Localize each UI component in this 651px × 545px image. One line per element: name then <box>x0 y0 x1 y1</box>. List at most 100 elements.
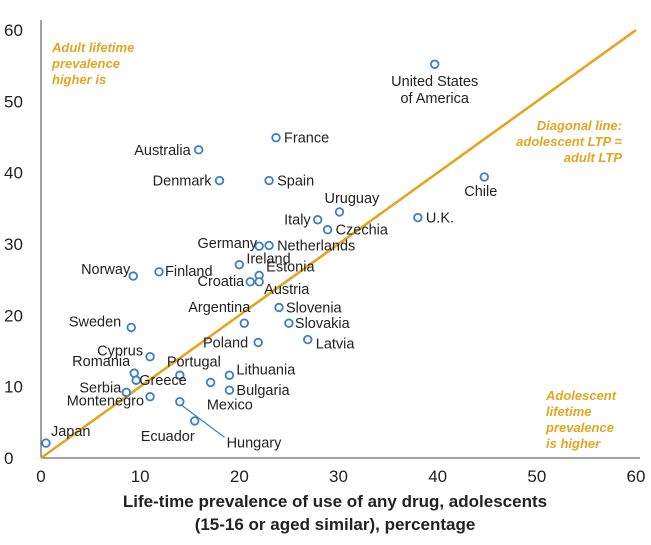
annotation-diagonal-line: adolescent LTP = <box>516 134 622 149</box>
point-argentina <box>239 318 249 328</box>
point-finland <box>154 267 164 277</box>
label-japan: Japan <box>51 424 91 440</box>
x-tick-label: 10 <box>131 467 150 486</box>
point-italy <box>312 215 323 225</box>
point-austria <box>254 277 264 287</box>
point-united-states-of-america <box>429 59 440 69</box>
point-hungary <box>205 377 216 388</box>
point-bulgaria <box>224 385 235 395</box>
x-tick-label: 50 <box>527 467 546 486</box>
annotation-diagonal-line: adult LTP <box>564 150 623 165</box>
annotations: Adult lifetime prevalence higher isDiagona… <box>51 40 622 451</box>
label-ireland: Ireland <box>246 252 290 268</box>
x-tick-label: 60 <box>627 467 646 486</box>
point-croatia <box>245 277 255 287</box>
label-portugal: Portugal <box>167 354 221 370</box>
label-argentina: Argentina <box>188 300 251 316</box>
label-united-states-of-america: United States of America <box>391 74 478 107</box>
label-germany: Germany <box>198 236 258 252</box>
label-austria: Austria <box>264 282 310 298</box>
point-spain <box>264 175 274 186</box>
label-poland: Poland <box>203 335 248 351</box>
annotation-diagonal-line: Diagonal line: <box>537 118 622 133</box>
point-france <box>271 133 281 143</box>
label-croatia: Croatia <box>197 274 245 290</box>
label-italy: Italy <box>284 213 311 229</box>
point-slovakia <box>284 318 294 328</box>
x-axis-label-line: (15-16 or aged similar), percentage <box>195 515 476 534</box>
point-uruguay <box>334 207 345 217</box>
x-axis-label: Life-time prevalence of use of any drug,… <box>123 492 547 534</box>
point-poland <box>253 337 263 348</box>
x-tick-label: 40 <box>428 467 447 486</box>
annotation-adolescent-higher-line: lifetime <box>546 404 592 419</box>
label-slovakia: Slovakia <box>295 316 351 332</box>
point-norway <box>128 271 138 281</box>
label-france: France <box>284 131 329 147</box>
label-australia: Australia <box>134 143 191 159</box>
x-tick-label: 20 <box>230 467 249 486</box>
x-axis-label-line: Life-time prevalence of use of any drug,… <box>123 492 547 511</box>
annotation-adolescent-higher-line: is higher <box>546 436 601 451</box>
y-tick-label: 50 <box>4 92 23 111</box>
annotation-adult-higher-line: Adult lifetime <box>51 40 134 55</box>
annotation-adolescent-higher-line: prevalence <box>545 420 614 435</box>
point-ecuador <box>190 416 200 426</box>
point-cyprus <box>145 352 155 362</box>
point-japan <box>41 438 51 448</box>
label-serbia: Serbia <box>79 380 122 396</box>
y-tick-label: 10 <box>4 378 23 397</box>
label-u-k: U.K. <box>426 211 454 227</box>
point-lithuania <box>224 370 235 380</box>
y-tick-label: 30 <box>4 235 23 254</box>
label-spain: Spain <box>277 174 314 190</box>
point-serbia <box>121 387 131 398</box>
label-estonia: Estonia <box>266 259 315 275</box>
axes: 0 10 20 30 40 50 60 0 10 20 30 40 50 60 <box>4 20 645 486</box>
label-greece: Greece <box>139 373 187 389</box>
label-mexico: Mexico <box>207 398 253 414</box>
point-ireland <box>234 259 245 270</box>
annotation-adolescent-higher-line: Adolescent <box>545 388 617 403</box>
annotation-adult-higher: Adult lifetime prevalence higher is <box>51 40 134 87</box>
label-ecuador: Ecuador <box>141 429 195 445</box>
annotation-diagonal: Diagonal line: adolescent LTP = adult LTP <box>516 118 622 165</box>
label-lithuania: Lithuania <box>236 362 296 378</box>
y-tick-label: 40 <box>4 164 23 183</box>
point-sweden <box>126 322 136 333</box>
label-hungary: Hungary <box>227 435 283 451</box>
point-czechia <box>322 225 333 235</box>
point-netherlands <box>264 240 274 251</box>
point-mexico <box>175 396 185 407</box>
y-tick-label: 0 <box>4 449 13 468</box>
hungary-leader-line <box>180 404 225 438</box>
point-denmark <box>214 175 225 186</box>
label-united-states-of-america-line: of America <box>400 91 469 107</box>
annotation-adolescent-higher: Adolescent lifetime prevalence is higher <box>545 388 617 451</box>
label-bulgaria: Bulgaria <box>236 383 290 399</box>
label-denmark: Denmark <box>153 174 213 190</box>
label-slovenia: Slovenia <box>286 300 343 316</box>
point-labels: United States of America Australia France De… <box>51 74 497 451</box>
label-uruguay: Uruguay <box>324 191 380 207</box>
leader-lines <box>180 404 225 438</box>
label-norway: Norway <box>81 262 131 278</box>
point-greece <box>131 375 141 385</box>
data-points <box>41 59 489 448</box>
annotation-adult-higher-line: higher is <box>52 72 106 87</box>
label-sweden: Sweden <box>69 314 121 330</box>
label-montenegro: Montenegro <box>67 394 144 410</box>
y-tick-label: 60 <box>4 21 23 40</box>
point-latvia <box>303 334 313 345</box>
label-finland: Finland <box>165 264 213 280</box>
label-romania: Romania <box>72 354 131 370</box>
x-tick-label: 30 <box>329 467 348 486</box>
diagonal-line <box>40 28 637 460</box>
label-chile: Chile <box>464 184 497 200</box>
point-australia <box>193 145 204 155</box>
point-germany <box>254 241 264 251</box>
point-u-k <box>413 212 423 223</box>
point-chile <box>479 172 489 182</box>
point-slovenia <box>274 302 284 313</box>
annotation-adult-higher-line: prevalence <box>51 56 120 71</box>
